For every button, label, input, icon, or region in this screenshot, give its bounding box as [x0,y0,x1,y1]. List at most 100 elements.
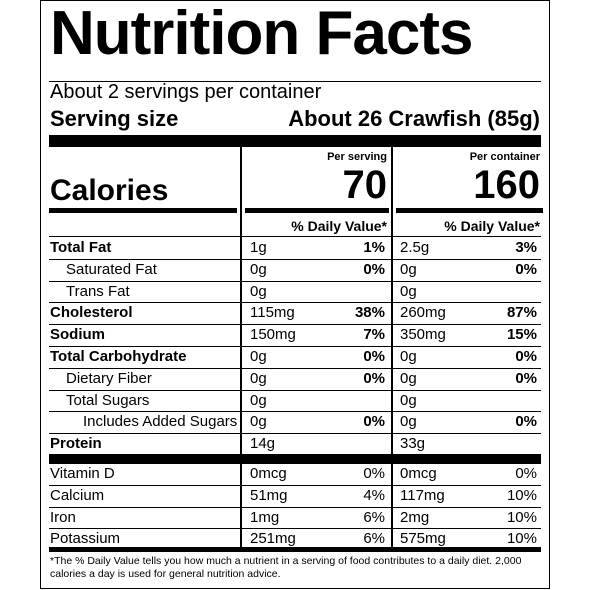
nutrient-name: Sodium [50,326,105,344]
container-amount: 0mcg [400,465,437,482]
vitamin-row: Calcium 51mg 4% 117mg 10% [41,485,549,506]
serving-daily-value: 1% [363,239,385,256]
nutrient-name: Trans Fat [66,282,130,300]
nutrient-row: Total Carbohydrate 0g 0% 0g 0% [41,346,549,367]
nutrient-row: Total Fat 1g 1% 2.5g 3% [41,237,549,258]
container-amount: 33g [400,435,426,453]
vitamin-name: Potassium [50,530,121,548]
vitamin-row: Iron 1mg 6% 2mg 10% [41,507,549,528]
row-divider [49,389,541,391]
container-daily-value: 3% [515,239,537,256]
container-daily-value: 87% [506,304,537,322]
thick-divider-vitamins [49,454,541,464]
container-amount: 2mg [400,508,430,526]
servings-per-container: About 2 servings per container [50,81,322,103]
per-container-header: Per container [469,151,540,163]
row-divider [49,258,541,260]
row-divider [49,302,541,304]
vitamin-row: Potassium 251mg 6% 575mg 10% [41,528,549,549]
calories-divider-container [396,208,543,213]
label-title: Nutrition Facts [50,0,473,68]
serving-amount: 0mcg [250,465,287,482]
container-daily-value: 15% [506,326,537,344]
nutrient-row: Dietary Fiber 0g 0% 0g 0% [41,368,549,389]
serving-amount: 0g [250,260,267,278]
nutrient-name: Dietary Fiber [66,369,152,387]
row-divider [49,411,541,413]
column-divider-container [391,147,393,549]
per-serving-header: Per serving [327,151,387,163]
serving-daily-value: 38% [354,304,385,322]
nutrition-facts-label: Nutrition Facts About 2 servings per con… [40,0,550,589]
calories-per-serving: 70 [342,163,388,207]
serving-daily-value: 7% [363,326,385,344]
footnote: *The % Daily Value tells you how much a … [50,555,522,580]
vitamin-row: Vitamin D 0mcg 0% 0mcg 0% [41,463,549,484]
row-divider [49,280,541,282]
container-daily-value: 0% [515,465,537,482]
container-daily-value: 0% [515,413,537,431]
container-amount: 350mg [400,326,446,344]
container-daily-value: 0% [515,260,537,278]
dv-header-serving: % Daily Value* [291,218,387,234]
row-divider [49,324,541,326]
vitamin-name: Calcium [50,486,105,504]
serving-amount: 0g [250,413,267,431]
container-amount: 0g [400,369,417,387]
serving-daily-value: 0% [363,260,385,278]
serving-daily-value: 6% [363,530,385,548]
row-divider [49,346,541,347]
nutrient-row: Includes Added Sugars 0g 0% 0g 0% [41,411,549,432]
dv-header-divider [49,236,541,237]
row-divider [49,528,541,530]
container-amount: 575mg [400,530,446,548]
container-amount: 260mg [400,304,446,322]
title-divider [49,81,541,82]
serving-amount: 150mg [250,326,296,344]
nutrient-name: Total Fat [50,239,112,256]
nutrient-row: Protein 14g 33g [41,433,549,454]
container-daily-value: 0% [515,348,537,365]
serving-amount: 115mg [250,304,295,322]
serving-amount: 1g [250,239,267,256]
serving-amount: 14g [250,435,276,453]
serving-daily-value: 0% [363,465,385,482]
serving-amount: 0g [250,348,267,365]
container-daily-value: 10% [506,530,537,548]
container-daily-value: 10% [506,508,537,526]
calories-divider-serving [245,208,389,213]
container-amount: 0g [400,282,417,300]
serving-daily-value: 0% [363,369,385,387]
serving-daily-value: 0% [363,348,385,365]
calories-per-container: 160 [473,163,540,207]
container-amount: 117mg [400,486,445,504]
nutrient-row: Total Sugars 0g 0g [41,390,549,411]
serving-amount: 0g [250,369,267,387]
nutrient-name: Cholesterol [50,304,133,322]
nutrient-row: Sodium 150mg 7% 350mg 15% [41,324,549,345]
thick-divider-bottom [49,547,541,552]
serving-size-value: About 26 Crawfish (85g) [288,106,540,131]
container-amount: 0g [400,260,417,278]
column-divider-serving [240,147,242,549]
thick-divider-top [49,135,541,147]
nutrient-name: Saturated Fat [66,260,157,278]
nutrient-name: Includes Added Sugars [83,413,238,431]
container-amount: 2.5g [400,239,430,256]
row-divider [49,484,541,486]
serving-daily-value: 4% [363,486,385,504]
vitamin-name: Vitamin D [50,465,115,482]
vitamin-name: Iron [50,508,76,526]
nutrient-row: Trans Fat 0g 0g [41,281,549,302]
nutrient-row: Cholesterol 115mg 38% 260mg 87% [41,302,549,323]
serving-daily-value: 0% [363,413,385,431]
nutrient-name: Total Carbohydrate [50,348,187,365]
serving-amount: 0g [250,282,267,300]
container-daily-value: 10% [506,486,537,504]
row-divider [49,433,541,435]
nutrient-name: Protein [50,435,102,453]
container-daily-value: 0% [515,369,537,387]
serving-size-label: Serving size [50,106,179,131]
calories-label: Calories [50,174,169,207]
container-amount: 0g [400,391,417,409]
